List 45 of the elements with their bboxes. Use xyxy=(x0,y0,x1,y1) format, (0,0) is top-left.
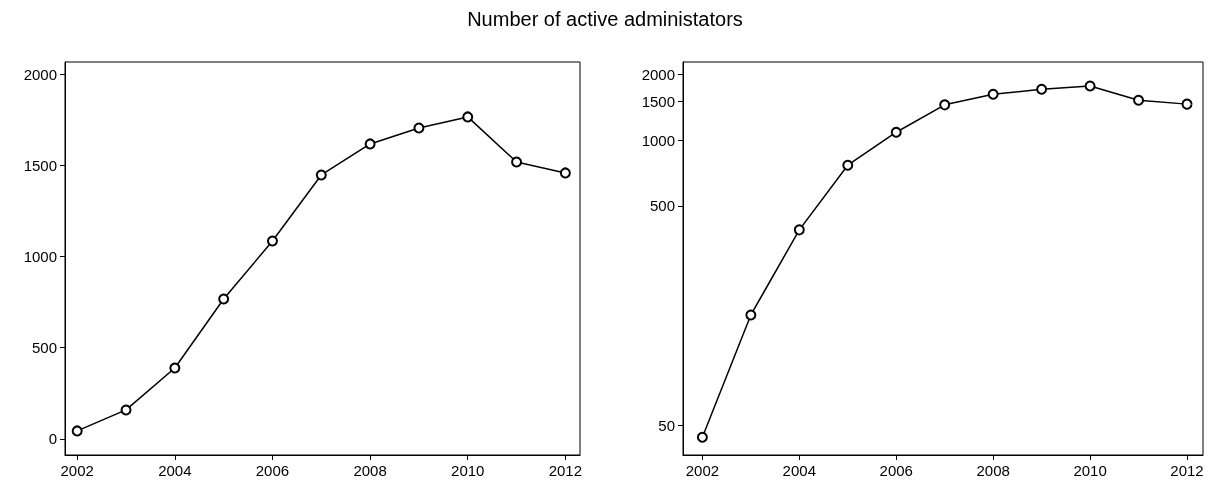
point xyxy=(793,224,805,236)
x-tick-label: 2006 xyxy=(879,462,913,479)
y-tick-label: 2000 xyxy=(23,65,57,83)
point xyxy=(169,362,181,374)
point xyxy=(745,309,757,321)
y-tick-label: 500 xyxy=(649,197,675,215)
x-tick-label: 2006 xyxy=(255,462,290,479)
x-tick-label: 2002 xyxy=(60,462,94,479)
point xyxy=(511,156,523,168)
x-tick-label: 2012 xyxy=(1170,462,1204,479)
y-tick-label: 1500 xyxy=(23,156,57,174)
point xyxy=(462,111,474,123)
chart-title: Number of active administators xyxy=(466,8,744,31)
y-tick-label: 50 xyxy=(658,416,675,434)
y-tick-label: 1500 xyxy=(641,92,675,110)
point xyxy=(1181,98,1193,110)
x-tick-label: 2010 xyxy=(451,462,485,479)
point xyxy=(1036,83,1048,95)
point xyxy=(890,126,902,138)
point xyxy=(1133,94,1145,106)
point xyxy=(364,138,376,150)
x-tick-label: 2004 xyxy=(158,462,192,479)
point xyxy=(120,404,132,416)
point xyxy=(218,293,230,305)
x-tick-label: 2008 xyxy=(353,462,387,479)
point xyxy=(71,425,83,437)
point xyxy=(939,99,951,111)
x-tick-label: 2004 xyxy=(782,462,816,479)
y-tick-label: 1000 xyxy=(23,247,57,265)
y-tick-label: 2000 xyxy=(641,65,675,83)
x-tick-label: 2002 xyxy=(685,462,720,479)
x-tick-label: 2010 xyxy=(1073,462,1107,479)
point xyxy=(987,88,999,100)
point xyxy=(315,169,327,181)
y-tick-label: 500 xyxy=(31,339,57,357)
x-tick-label: 2012 xyxy=(548,462,583,479)
x-tick-label: 2008 xyxy=(976,462,1010,479)
point xyxy=(1084,80,1096,92)
point xyxy=(696,431,708,443)
point xyxy=(413,122,425,134)
point xyxy=(842,159,854,171)
point xyxy=(266,235,278,247)
y-tick-label: 1000 xyxy=(641,131,675,149)
point xyxy=(559,167,571,179)
y-tick-label: 0 xyxy=(48,430,57,448)
